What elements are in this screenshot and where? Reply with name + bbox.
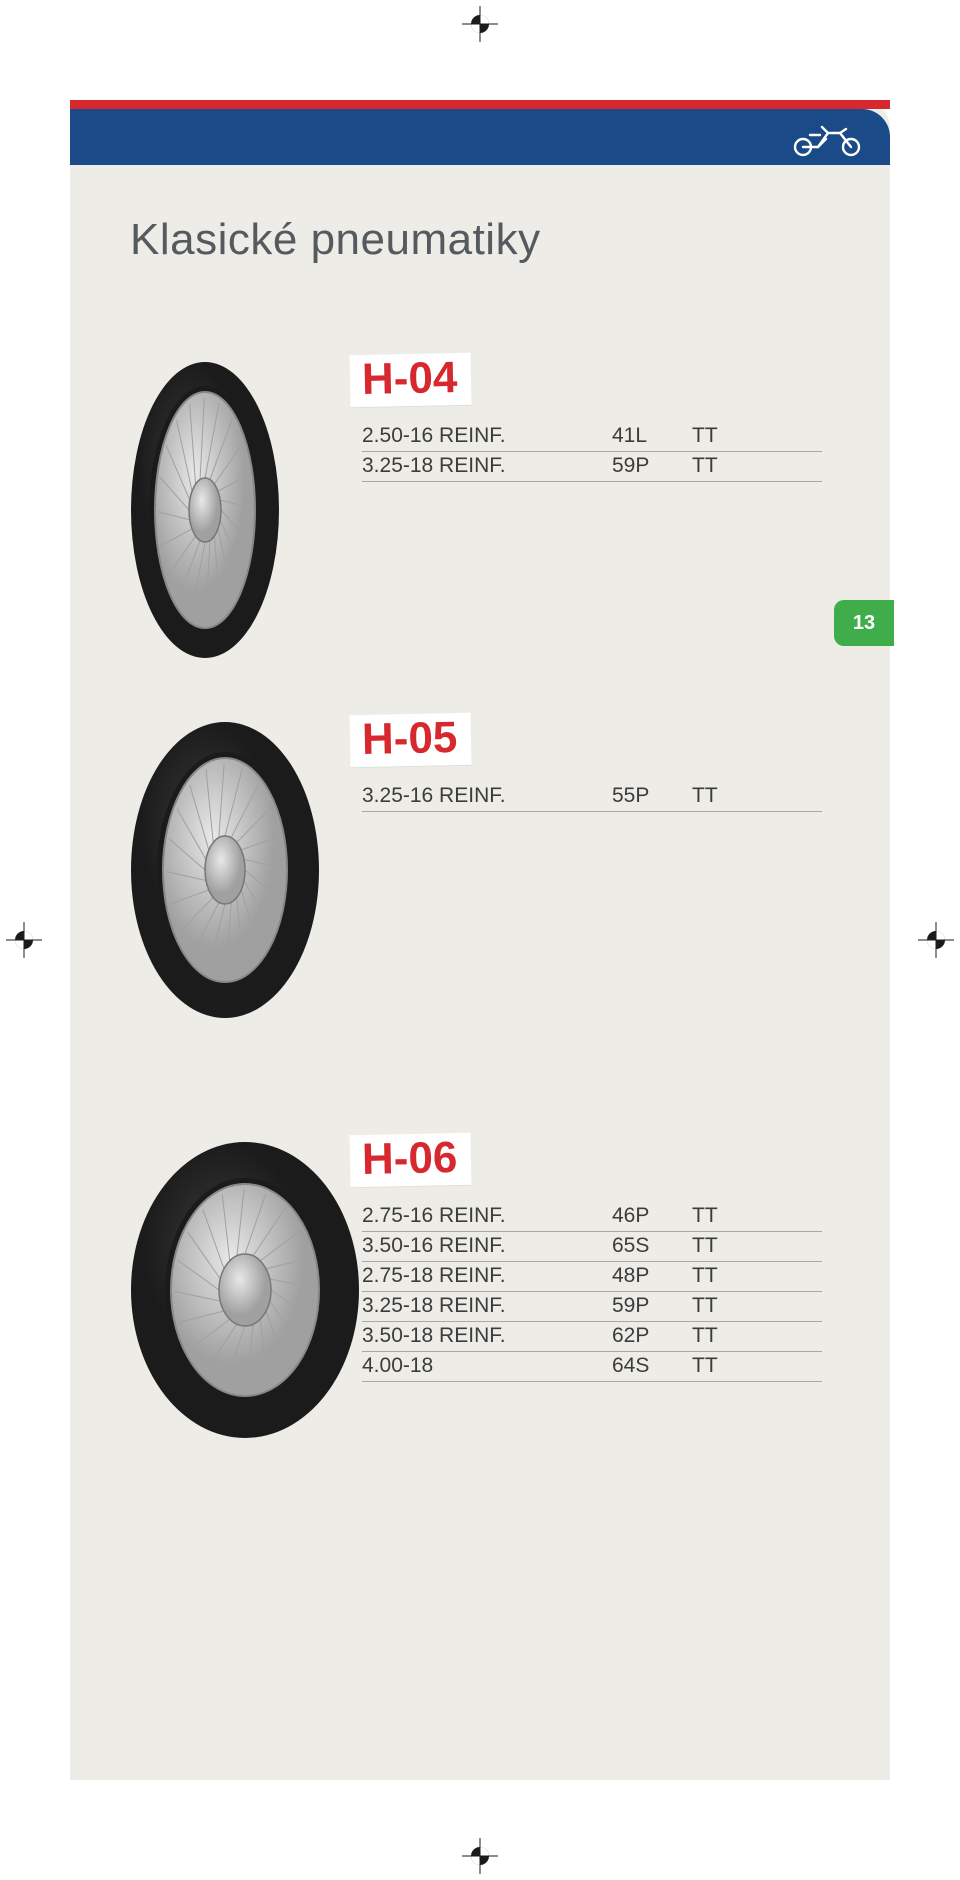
spec-size: 3.50-16 REINF. — [362, 1234, 612, 1258]
registration-mark-icon — [462, 1838, 498, 1874]
spec-size: 2.75-16 REINF. — [362, 1204, 612, 1228]
spec-tube-type: TT — [692, 784, 752, 808]
registration-mark-icon — [6, 922, 42, 958]
spec-load-index: 62P — [612, 1324, 692, 1348]
registration-mark-icon — [918, 922, 954, 958]
spec-table-h04: 2.50-16 REINF. 41L TT 3.25-18 REINF. 59P… — [362, 422, 822, 482]
spec-load-index: 46P — [612, 1204, 692, 1228]
spec-size: 4.00-18 — [362, 1354, 612, 1378]
table-row: 2.75-16 REINF. 46P TT — [362, 1202, 822, 1232]
tire-image-h04 — [130, 360, 280, 665]
model-label: H-06 — [349, 1133, 471, 1188]
table-row: 4.00-18 64S TT — [362, 1352, 822, 1382]
spec-load-index: 48P — [612, 1264, 692, 1288]
spec-size: 2.50-16 REINF. — [362, 424, 612, 448]
model-label: H-04 — [349, 353, 471, 408]
spec-size: 3.25-18 REINF. — [362, 454, 612, 478]
spec-load-index: 59P — [612, 454, 692, 478]
table-row: 2.75-18 REINF. 48P TT — [362, 1262, 822, 1292]
table-row: 2.50-16 REINF. 41L TT — [362, 422, 822, 452]
spec-tube-type: TT — [692, 1264, 752, 1288]
spec-tube-type: TT — [692, 1234, 752, 1258]
spec-tube-type: TT — [692, 1204, 752, 1228]
accent-stripe — [70, 100, 890, 109]
spec-size: 3.50-18 REINF. — [362, 1324, 612, 1348]
registration-mark-icon — [462, 6, 498, 42]
spec-size: 3.25-18 REINF. — [362, 1294, 612, 1318]
page-title: Klasické pneumatiky — [130, 215, 541, 265]
spec-tube-type: TT — [692, 1354, 752, 1378]
model-label: H-05 — [349, 713, 471, 768]
motorcycle-icon — [788, 119, 866, 157]
spec-tube-type: TT — [692, 1294, 752, 1318]
table-row: 3.25-18 REINF. 59P TT — [362, 452, 822, 482]
spec-tube-type: TT — [692, 454, 752, 478]
table-row: 3.50-16 REINF. 65S TT — [362, 1232, 822, 1262]
table-row: 3.25-18 REINF. 59P TT — [362, 1292, 822, 1322]
table-row: 3.50-18 REINF. 62P TT — [362, 1322, 822, 1352]
spec-load-index: 65S — [612, 1234, 692, 1258]
spec-table-h05: 3.25-16 REINF. 55P TT — [362, 782, 822, 812]
page-number-tab: 13 — [834, 600, 894, 646]
spec-size: 2.75-18 REINF. — [362, 1264, 612, 1288]
tire-image-h06 — [130, 1140, 360, 1445]
spec-table-h06: 2.75-16 REINF. 46P TT 3.50-16 REINF. 65S… — [362, 1202, 822, 1382]
spec-load-index: 41L — [612, 424, 692, 448]
page-number: 13 — [853, 612, 875, 635]
spec-load-index: 55P — [612, 784, 692, 808]
header-bar — [70, 109, 890, 165]
spec-size: 3.25-16 REINF. — [362, 784, 612, 808]
spec-load-index: 64S — [612, 1354, 692, 1378]
tire-image-h05 — [130, 720, 320, 1025]
catalog-page: Klasické pneumatiky 13 H-04 2.50-16 REIN… — [70, 100, 890, 1780]
table-row: 3.25-16 REINF. 55P TT — [362, 782, 822, 812]
spec-tube-type: TT — [692, 1324, 752, 1348]
spec-tube-type: TT — [692, 424, 752, 448]
spec-load-index: 59P — [612, 1294, 692, 1318]
